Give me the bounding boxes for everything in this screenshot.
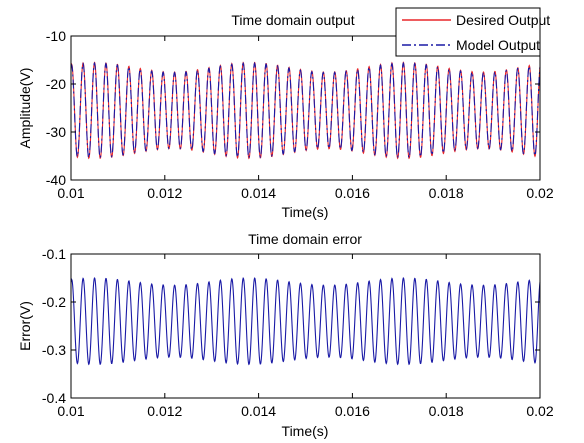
output-xtick-label: 0.014 — [241, 185, 276, 201]
output-ytick-label: -10 — [46, 28, 66, 44]
error-xtick-label: 0.014 — [241, 403, 276, 419]
output-ticks-group: 0.01 0.012 0.014 0.016 0.018 0.02 -40 -30 -20 -10 — [46, 28, 554, 201]
error-ytick-label: -0.1 — [42, 246, 66, 262]
output-ytick-label: -40 — [46, 172, 66, 188]
output-axes-frame — [70, 35, 541, 181]
error-ylabel: Error(V) — [17, 301, 33, 351]
subplot-error: Time domain error 0.01 0.012 0.014 0.016 0.0… — [17, 231, 554, 439]
output-series-model-output — [70, 61, 541, 160]
error-ytick-label: -0.3 — [42, 342, 66, 358]
error-series-error — [70, 276, 541, 366]
error-xlabel: Time(s) — [282, 423, 329, 439]
error-xtick-label: 0.02 — [526, 403, 553, 419]
output-series-group — [70, 61, 541, 160]
output-xlabel: Time(s) — [282, 204, 329, 220]
legend-label-desired: Desired Output — [456, 12, 550, 28]
error-xtick-label: 0.018 — [429, 403, 464, 419]
subplot-output: Time domain output 0.01 0.012 0.014 0.016 0.… — [17, 7, 554, 220]
output-ytick-label: -30 — [46, 124, 66, 140]
output-xtick-label: 0.016 — [335, 185, 370, 201]
output-xtick-label: 0.02 — [526, 185, 553, 201]
legend: Desired Output Model Output — [395, 7, 550, 57]
error-axes-frame — [70, 253, 541, 399]
output-xtick-label: 0.018 — [429, 185, 464, 201]
error-series-group — [70, 276, 541, 366]
legend-label-model: Model Output — [456, 37, 540, 53]
error-plot-title: Time domain error — [248, 231, 362, 247]
error-xtick-label: 0.012 — [147, 403, 182, 419]
error-ytick-label: -0.2 — [42, 294, 66, 310]
output-plot-title: Time domain output — [231, 12, 354, 28]
output-xtick-label: 0.012 — [147, 185, 182, 201]
error-ytick-label: -0.4 — [42, 390, 66, 406]
output-xtick-label: 0.01 — [57, 185, 84, 201]
error-ticks-group: 0.01 0.012 0.014 0.016 0.018 0.02 -0.4 -0.3 -0.2… — [42, 246, 554, 419]
error-xtick-label: 0.01 — [57, 403, 84, 419]
output-ytick-label: -20 — [46, 76, 66, 92]
output-ylabel: Amplitude(V) — [17, 68, 33, 149]
legend-box — [395, 7, 541, 57]
error-xtick-label: 0.016 — [335, 403, 370, 419]
